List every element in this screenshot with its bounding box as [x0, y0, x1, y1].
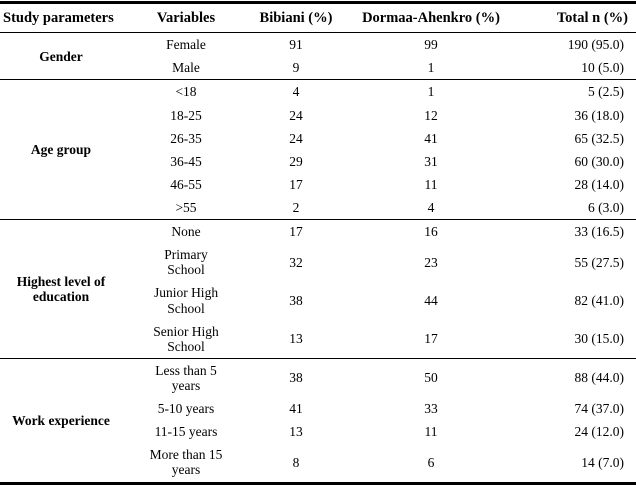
- col-header-bibiani: Bibiani (%): [259, 10, 333, 26]
- table-row: 26-35 24 41 65 (32.5): [0, 127, 636, 150]
- total-cell: 88 (44.0): [574, 370, 625, 386]
- bibiani-cell: 2: [292, 200, 300, 215]
- bibiani-cell: 41: [289, 401, 303, 417]
- variable-cell: Female: [166, 37, 206, 53]
- total-cell: 55 (27.5): [574, 254, 625, 270]
- total-cell: 60 (30.0): [574, 153, 625, 169]
- total-cell: 24 (12.0): [574, 424, 625, 440]
- variable-cell: 18-25: [170, 107, 202, 123]
- variable-cell: 36-45: [170, 153, 202, 169]
- total-cell: 5 (2.5): [588, 84, 624, 100]
- variable-cell: Less than 5 years: [155, 362, 217, 393]
- section-gender: Gender Female 91 99 190 (95.0) Male 9 1 …: [0, 33, 636, 80]
- bibiani-cell: 13: [289, 424, 303, 440]
- table-row: Highest level of education None 17 16 33…: [0, 220, 636, 304]
- table-row: Male 9 1 10 (5.0): [0, 56, 636, 80]
- bibiani-cell: 32: [289, 254, 303, 270]
- total-cell: 74 (37.0): [574, 401, 625, 417]
- dormaa-cell: 41: [424, 130, 438, 146]
- bibiani-cell: 13: [289, 331, 303, 347]
- bibiani-cell: 17: [289, 176, 303, 192]
- table-row: 36-45 29 31 60 (30.0): [0, 150, 636, 173]
- bibiani-cell: 17: [289, 224, 303, 240]
- dormaa-cell: 16: [424, 224, 438, 240]
- table-row: Junior High School 38 44 82 (41.0): [0, 281, 636, 319]
- variable-cell: Male: [172, 60, 200, 76]
- table-row: 5-10 years 41 33 74 (37.0): [0, 397, 636, 420]
- bibiani-cell: 8: [292, 454, 300, 470]
- variable-cell: More than 15 years: [149, 447, 223, 478]
- variable-cell: 11-15 years: [154, 424, 218, 440]
- section-age-group: Age group <18 4 1 5 (2.5) 18-25 24 12 36…: [0, 80, 636, 220]
- dormaa-cell: 31: [424, 153, 438, 169]
- table-row: Age group <18 4 1 5 (2.5): [0, 80, 636, 158]
- table-row: Primary School 32 23 55 (27.5): [0, 243, 636, 281]
- col-header-study-parameters: Study parameters: [3, 10, 114, 26]
- bibiani-cell: 38: [289, 370, 303, 386]
- dormaa-cell: 4: [427, 200, 435, 215]
- variable-cell: <18: [175, 84, 197, 100]
- table-row: 11-15 years 13 11 24 (12.0): [0, 420, 636, 443]
- bibiani-cell: 24: [289, 107, 303, 123]
- param-label-age-group: Age group: [30, 142, 92, 158]
- dormaa-cell: 44: [424, 292, 438, 308]
- variable-cell: None: [171, 224, 201, 240]
- total-cell: 190 (95.0): [567, 37, 624, 53]
- table-row: 18-25 24 12 36 (18.0): [0, 104, 636, 127]
- param-label-education: Highest level of education: [16, 273, 106, 304]
- table-row: >55 2 4 6 (3.0): [0, 196, 636, 220]
- bibiani-cell: 29: [289, 153, 303, 169]
- bibiani-cell: 38: [289, 292, 303, 308]
- dormaa-cell: 23: [424, 254, 438, 270]
- section-education: Highest level of education None 17 16 33…: [0, 220, 636, 359]
- dormaa-cell: 12: [424, 107, 438, 123]
- total-cell: 65 (32.5): [574, 130, 625, 146]
- col-header-total: Total n (%): [556, 10, 628, 26]
- total-cell: 30 (15.0): [574, 331, 625, 347]
- dormaa-cell: 11: [424, 176, 438, 192]
- dormaa-cell: 1: [427, 84, 435, 100]
- header-row: Study parameters Variables Bibiani (%) D…: [0, 3, 636, 33]
- table-row: 46-55 17 11 28 (14.0): [0, 173, 636, 196]
- dormaa-cell: 1: [427, 60, 435, 76]
- variable-cell: Primary School: [164, 247, 208, 278]
- param-label-work-experience: Work experience: [12, 412, 110, 428]
- table-row: Senior High School 13 17 30 (15.0): [0, 320, 636, 359]
- total-cell: 36 (18.0): [574, 107, 625, 123]
- total-cell: 6 (3.0): [588, 200, 624, 215]
- table-row: More than 15 years 8 6 14 (7.0): [0, 443, 636, 483]
- variable-cell: 46-55: [170, 176, 202, 192]
- total-cell: 28 (14.0): [574, 176, 625, 192]
- variable-cell: >55: [175, 200, 197, 215]
- col-header-dormaa-ahenkro: Dormaa-Ahenkro (%): [362, 10, 500, 26]
- col-header-variables: Variables: [156, 10, 216, 26]
- dormaa-cell: 6: [427, 454, 435, 470]
- dormaa-cell: 17: [424, 331, 438, 347]
- total-cell: 10 (5.0): [581, 60, 624, 76]
- variable-cell: Senior High School: [153, 323, 219, 354]
- dormaa-cell: 99: [424, 37, 438, 53]
- dormaa-cell: 33: [424, 401, 438, 417]
- bibiani-cell: 9: [292, 60, 300, 76]
- dormaa-cell: 11: [424, 424, 438, 440]
- table-row: Gender Female 91 99 190 (95.0): [0, 33, 636, 63]
- bibiani-cell: 4: [292, 84, 300, 100]
- variable-cell: 26-35: [170, 130, 202, 146]
- section-work-experience: Work experience Less than 5 years 38 50 …: [0, 358, 636, 483]
- total-cell: 14 (7.0): [581, 454, 624, 470]
- bibiani-cell: 91: [289, 37, 303, 53]
- total-cell: 82 (41.0): [574, 292, 625, 308]
- total-cell: 33 (16.5): [574, 224, 625, 240]
- variable-cell: 5-10 years: [157, 401, 215, 417]
- variable-cell: Junior High School: [153, 285, 219, 316]
- bibiani-cell: 24: [289, 130, 303, 146]
- param-label-gender: Gender: [39, 48, 83, 64]
- table-row: Work experience Less than 5 years 38 50 …: [0, 358, 636, 428]
- dormaa-cell: 50: [424, 370, 438, 386]
